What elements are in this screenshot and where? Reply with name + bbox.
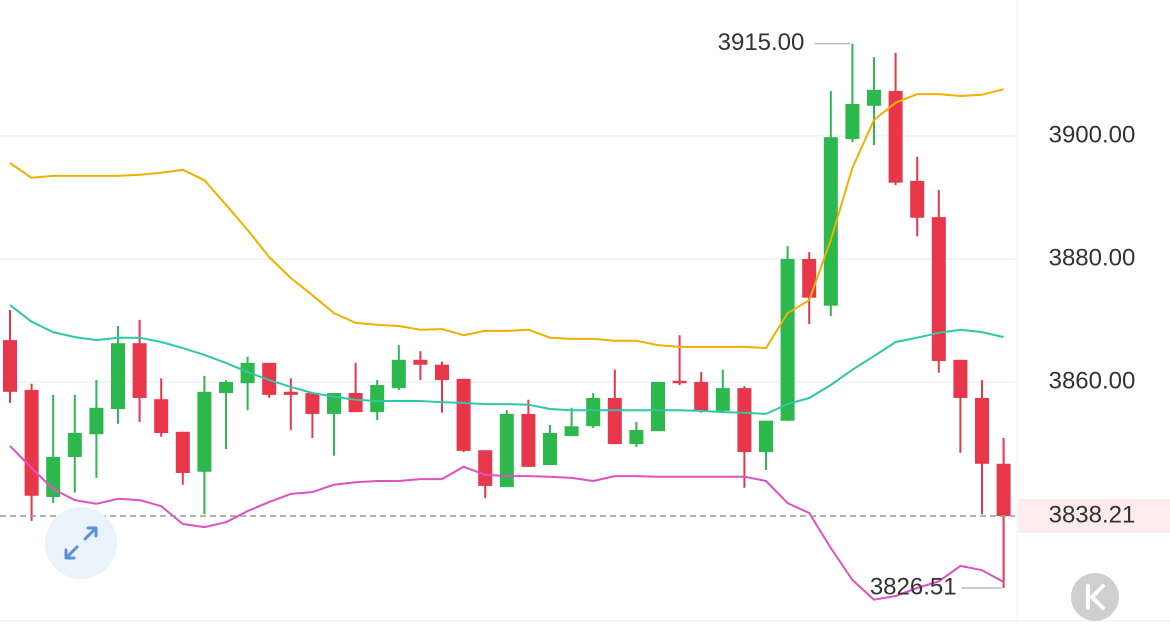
- candle-body: [499, 413, 514, 488]
- candle-body: [953, 359, 968, 398]
- candle-body: [89, 407, 104, 435]
- candle-body: [543, 433, 557, 465]
- expand-button-bg[interactable]: [45, 507, 117, 579]
- candle-body: [759, 420, 773, 453]
- y-tick-label: 3860.00: [1049, 367, 1136, 394]
- candle-body: [715, 388, 730, 411]
- candle-body: [672, 380, 687, 384]
- y-tick-label: 3900.00: [1049, 121, 1136, 148]
- candle-body: [651, 381, 665, 432]
- candle-body: [586, 397, 601, 427]
- candle-body: [456, 378, 471, 451]
- last-price-label: 3838.21: [1049, 501, 1136, 528]
- candle-body: [888, 91, 903, 183]
- candle-body: [975, 397, 989, 464]
- candle-body: [370, 385, 385, 413]
- candle-body: [67, 433, 82, 458]
- plot: 3900.00 3880.00 3860.00 3915.00 3826.51: [0, 29, 1136, 601]
- candle-body: [219, 381, 233, 394]
- band-line: [9, 445, 1005, 601]
- candle-body: [132, 343, 147, 398]
- candle-body: [521, 413, 536, 467]
- candle-body: [154, 399, 169, 434]
- candle-body: [283, 391, 298, 395]
- band-line: [9, 88, 1004, 350]
- y-tick-label: 3880.00: [1049, 244, 1136, 271]
- candle-body: [24, 389, 39, 496]
- candle-body: [197, 391, 212, 472]
- candle-body: [823, 137, 838, 306]
- candle-body: [607, 397, 622, 445]
- collapse-button[interactable]: [1071, 573, 1119, 621]
- candle-body: [435, 364, 449, 381]
- candle-body: [996, 463, 1011, 516]
- candle-body: [305, 393, 320, 414]
- candle-body: [391, 359, 406, 389]
- collapse-icon: [1086, 584, 1105, 610]
- candle-body: [867, 89, 881, 106]
- candle-body: [737, 388, 752, 453]
- candle-body: [780, 258, 795, 421]
- band-line: [9, 304, 1004, 415]
- candle-body: [931, 217, 946, 362]
- last-price-bg: [1018, 498, 1170, 533]
- candle-body: [175, 431, 190, 473]
- collapse-button-bg[interactable]: [1071, 573, 1119, 621]
- candle-body: [802, 258, 817, 298]
- candle-body: [694, 381, 709, 411]
- candle-body: [478, 450, 493, 486]
- candle-body: [327, 393, 341, 414]
- expand-button[interactable]: [45, 507, 117, 579]
- candle-body: [910, 180, 925, 218]
- candle-body: [413, 359, 428, 365]
- max-label: 3915.00: [718, 29, 805, 56]
- min-label: 3826.51: [870, 573, 957, 600]
- candle-body: [262, 362, 277, 395]
- candle-body: [845, 103, 860, 140]
- candle-body: [564, 426, 579, 437]
- candle-body: [629, 429, 644, 445]
- expand-icon: [64, 526, 98, 560]
- candle-body: [111, 343, 125, 410]
- candle-body: [348, 393, 363, 413]
- candle-body: [3, 340, 17, 392]
